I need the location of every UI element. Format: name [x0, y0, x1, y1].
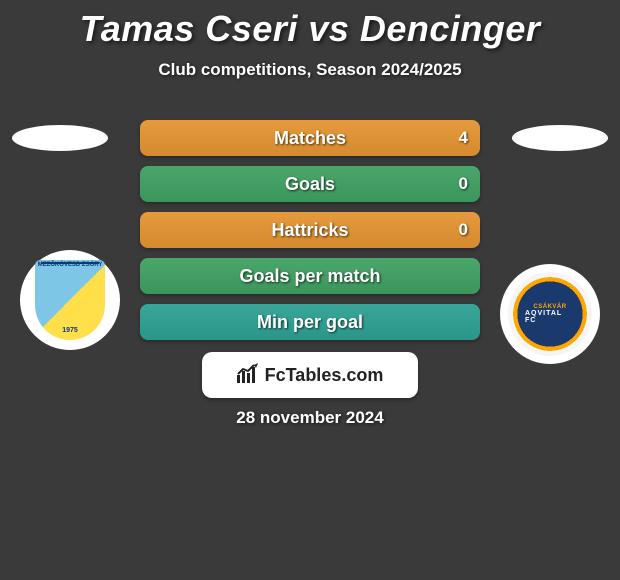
- comparison-card: Tamas Cseri vs Dencinger Club competitio…: [0, 0, 620, 580]
- stat-bar-hattricks: Hattricks 0: [140, 212, 480, 248]
- chart-icon: [237, 363, 259, 388]
- stat-bar-matches: Matches 4: [140, 120, 480, 156]
- stat-bar-goals-per-match: Goals per match: [140, 258, 480, 294]
- stat-bar-min-per-goal: Min per goal: [140, 304, 480, 340]
- date-label: 28 november 2024: [0, 408, 620, 428]
- right-club-badge: CSÁKVÁR AQVITAL FC: [500, 264, 600, 364]
- stat-value: 4: [459, 120, 468, 156]
- stat-bars: Matches 4 Goals 0 Hattricks 0 Goals per …: [140, 120, 480, 350]
- badge-left-year: 1975: [35, 327, 105, 334]
- stat-value: 0: [459, 212, 468, 248]
- stat-bar-goals: Goals 0: [140, 166, 480, 202]
- left-club-badge: MEZŐKÖVESD ZSÓRY 1975: [20, 250, 120, 350]
- left-flag-icon: [12, 125, 108, 151]
- stat-label: Min per goal: [140, 304, 480, 340]
- stat-value: 0: [459, 166, 468, 202]
- page-title: Tamas Cseri vs Dencinger: [0, 0, 620, 50]
- stat-label: Goals: [140, 166, 480, 202]
- roundel-core: CSÁKVÁR AQVITAL FC: [525, 289, 575, 339]
- site-badge: FcTables.com: [202, 352, 418, 398]
- subtitle: Club competitions, Season 2024/2025: [0, 60, 620, 80]
- right-flag-icon: [512, 125, 608, 151]
- badge-left-label: MEZŐKÖVESD ZSÓRY: [35, 262, 105, 269]
- stat-label: Matches: [140, 120, 480, 156]
- badge-right-inner-text: AQVITAL FC: [525, 310, 575, 324]
- stat-label: Goals per match: [140, 258, 480, 294]
- stat-label: Hattricks: [140, 212, 480, 248]
- shield-icon: MEZŐKÖVESD ZSÓRY 1975: [35, 260, 105, 340]
- roundel-icon: CSÁKVÁR AQVITAL FC: [508, 272, 592, 356]
- site-name: FcTables.com: [265, 365, 384, 386]
